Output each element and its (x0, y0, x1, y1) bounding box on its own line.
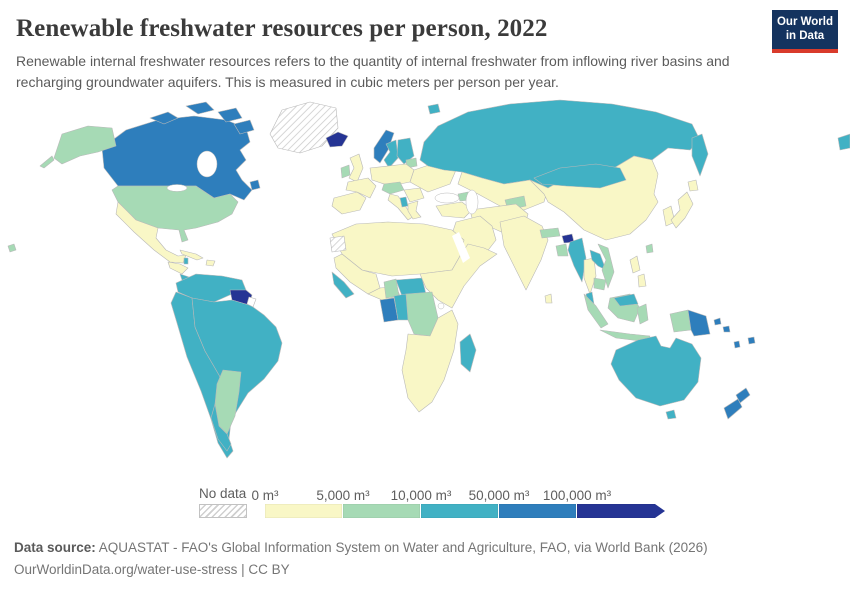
black-sea (434, 192, 460, 204)
legend-bin-2[interactable] (421, 504, 498, 518)
region-southern-africa[interactable] (401, 309, 459, 413)
region-east-africa[interactable] (419, 243, 498, 309)
region-sri-lanka[interactable] (544, 293, 553, 304)
region-sweden[interactable] (383, 139, 399, 169)
region-arctic-islands[interactable] (233, 119, 255, 135)
region-fiji[interactable] (747, 336, 756, 345)
region-vietnam[interactable] (597, 243, 615, 289)
lake-victoria (437, 302, 445, 310)
region-belize[interactable] (183, 257, 189, 265)
region-chukotka[interactable] (837, 133, 850, 151)
region-japan[interactable] (670, 191, 694, 229)
region-ireland[interactable] (340, 164, 351, 179)
region-norway[interactable] (373, 129, 395, 164)
region-uk[interactable] (348, 153, 364, 183)
page-subtitle: Renewable internal freshwater resources … (16, 53, 730, 90)
owid-logo-line2: in Data (785, 30, 825, 43)
legend-color-bar (265, 504, 670, 518)
region-iberia[interactable] (331, 191, 367, 215)
legend-tick: 5,000 m³ (316, 488, 370, 503)
choropleth-svg (7, 99, 850, 459)
region-arctic-islands[interactable] (185, 101, 215, 115)
region-italy[interactable] (387, 193, 415, 221)
legend-tick-labels: 0 m³ 5,000 m³ 10,000 m³ 50,000 m³ 100,00… (252, 487, 670, 504)
region-taiwan[interactable] (645, 243, 654, 254)
region-chile-south[interactable] (210, 403, 232, 452)
legend-tick: 10,000 m³ (390, 488, 452, 503)
region-sierra-leone-liberia[interactable] (331, 271, 355, 299)
region-cuba[interactable] (179, 249, 204, 261)
red-sea (452, 232, 470, 263)
region-thailand[interactable] (583, 257, 597, 295)
region-brazil[interactable] (191, 297, 283, 422)
region-greece[interactable] (407, 200, 422, 220)
region-guatemala-honduras[interactable] (167, 261, 189, 275)
page-title: Renewable freshwater resources per perso… (16, 15, 548, 42)
data-source-line: Data source: AQUASTAT - FAO's Global Inf… (14, 537, 834, 559)
region-turkey[interactable] (435, 201, 473, 219)
legend-bin-3[interactable] (499, 504, 576, 518)
region-solomon-islands[interactable] (713, 317, 722, 326)
region-france[interactable] (345, 177, 377, 199)
region-cambodia[interactable] (593, 277, 607, 291)
region-laos[interactable] (589, 249, 607, 271)
region-kamchatka[interactable] (691, 133, 709, 177)
data-source-label: Data source: (14, 540, 96, 555)
region-svalbard[interactable] (427, 103, 441, 115)
great-lakes (166, 184, 188, 192)
region-borneo-malaysia[interactable] (613, 293, 639, 307)
region-vanuatu[interactable] (733, 340, 741, 349)
region-madagascar[interactable] (459, 333, 477, 373)
region-greenland[interactable] (269, 101, 339, 154)
region-hawaii[interactable] (7, 243, 17, 253)
legend-tick: 100,000 m³ (542, 488, 612, 503)
region-hispaniola[interactable] (205, 259, 216, 267)
caspian-sea (465, 189, 479, 215)
no-data-label: No data (199, 486, 247, 501)
hudson-bay (196, 150, 218, 178)
region-tasmania[interactable] (665, 409, 677, 420)
region-philippines[interactable] (637, 273, 647, 288)
legend-tick: 50,000 m³ (468, 488, 530, 503)
chart-header: Renewable freshwater resources per perso… (0, 0, 850, 93)
data-source-text: AQUASTAT - FAO's Global Information Syst… (95, 540, 708, 555)
legend-no-data: No data (199, 486, 247, 518)
region-new-guinea-west[interactable] (669, 309, 692, 333)
region-iceland[interactable] (325, 131, 349, 148)
region-sulawesi[interactable] (636, 303, 649, 325)
citation-line: OurWorldinData.org/water-use-stress | CC… (14, 561, 290, 577)
region-arctic-islands[interactable] (149, 111, 179, 125)
region-arctic-islands[interactable] (217, 107, 243, 123)
owid-logo-line1: Our World (776, 16, 833, 28)
legend-tick: 0 m³ (251, 488, 279, 503)
region-serbia[interactable] (403, 187, 425, 203)
region-nepal[interactable] (539, 227, 561, 239)
owid-logo[interactable]: Our World in Data (772, 10, 838, 53)
region-japan[interactable] (687, 179, 699, 192)
region-western-sahara[interactable] (329, 235, 347, 253)
region-solomon-islands[interactable] (722, 325, 731, 333)
legend-bin-1[interactable] (343, 504, 420, 518)
region-myanmar[interactable] (567, 237, 587, 283)
region-bangladesh[interactable] (555, 243, 569, 257)
legend-bin-0[interactable] (265, 504, 342, 518)
legend-bar-column: 0 m³ 5,000 m³ 10,000 m³ 50,000 m³ 100,00… (252, 487, 670, 518)
region-alaska[interactable] (39, 155, 55, 169)
region-newfoundland[interactable] (249, 179, 261, 191)
chart-footer: Data source: AQUASTAT - FAO's Global Inf… (0, 528, 850, 580)
region-mongolia[interactable] (533, 163, 627, 189)
no-data-swatch[interactable] (199, 504, 247, 518)
world-map (0, 98, 850, 483)
map-legend: No data 0 m³ 5,000 m³ 10,000 m³ 50,000 m… (199, 486, 679, 528)
region-new-zealand[interactable] (723, 398, 743, 420)
region-sumatra[interactable] (583, 293, 609, 329)
region-india[interactable] (499, 215, 549, 291)
region-alps-croatia[interactable] (381, 181, 405, 195)
legend-bin-4[interactable] (577, 504, 665, 518)
region-philippines[interactable] (629, 255, 641, 274)
region-papua-new-guinea[interactable] (687, 309, 711, 337)
region-alaska[interactable] (53, 125, 117, 165)
region-australia[interactable] (610, 335, 702, 407)
